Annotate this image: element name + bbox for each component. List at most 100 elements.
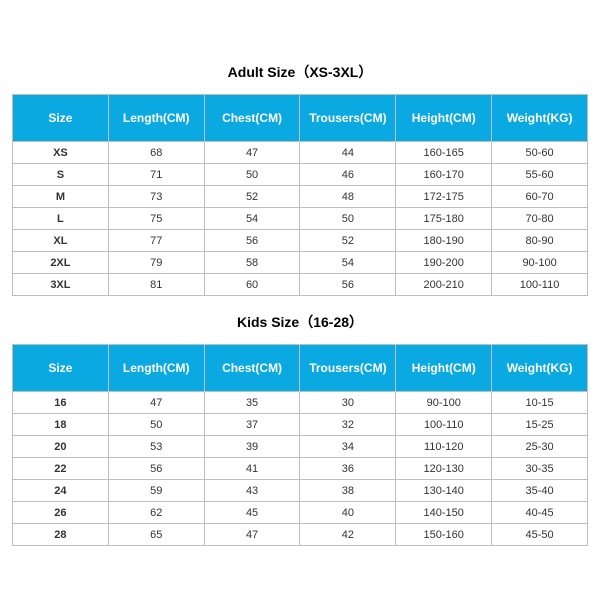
table-cell: 45 [204,502,300,524]
table-cell: 50-60 [492,142,588,164]
table-cell: 100-110 [492,274,588,296]
table-cell: 42 [300,524,396,546]
table-cell: 160-170 [396,164,492,186]
table-cell: 10-15 [492,392,588,414]
table-cell: 50 [108,414,204,436]
table-cell: 71 [108,164,204,186]
table-row: XS684744160-16550-60 [13,142,588,164]
table-cell: 15-25 [492,414,588,436]
table-cell: 172-175 [396,186,492,208]
table-cell: 59 [108,480,204,502]
col-chest: Chest(CM) [204,95,300,142]
col-height: Height(CM) [396,95,492,142]
table-cell: 65 [108,524,204,546]
table-row: 20533934110-12025-30 [13,436,588,458]
adult-header-row: Size Length(CM) Chest(CM) Trousers(CM) H… [13,95,588,142]
table-cell: 79 [108,252,204,274]
table-cell: 75 [108,208,204,230]
table-cell: 34 [300,436,396,458]
table-cell: 90-100 [492,252,588,274]
table-cell: 80-90 [492,230,588,252]
table-cell: 47 [204,142,300,164]
table-cell: 56 [300,274,396,296]
col-size: Size [13,345,109,392]
table-cell: 60-70 [492,186,588,208]
table-row: M735248172-17560-70 [13,186,588,208]
table-row: 24594338130-14035-40 [13,480,588,502]
table-cell: 36 [300,458,396,480]
table-cell: 16 [13,392,109,414]
table-cell: 40 [300,502,396,524]
table-cell: 28 [13,524,109,546]
kids-table: Size Length(CM) Chest(CM) Trousers(CM) H… [12,344,588,546]
table-cell: 18 [13,414,109,436]
table-cell: 54 [204,208,300,230]
table-row: XL775652180-19080-90 [13,230,588,252]
col-chest: Chest(CM) [204,345,300,392]
kids-header-row: Size Length(CM) Chest(CM) Trousers(CM) H… [13,345,588,392]
col-length: Length(CM) [108,95,204,142]
table-row: S715046160-17055-60 [13,164,588,186]
table-cell: L [13,208,109,230]
table-cell: 62 [108,502,204,524]
table-cell: 54 [300,252,396,274]
table-cell: 52 [204,186,300,208]
table-cell: 110-120 [396,436,492,458]
table-cell: 30 [300,392,396,414]
table-cell: 53 [108,436,204,458]
table-cell: 20 [13,436,109,458]
table-cell: XS [13,142,109,164]
table-cell: 150-160 [396,524,492,546]
table-cell: 180-190 [396,230,492,252]
table-cell: 58 [204,252,300,274]
table-row: 2XL795854190-20090-100 [13,252,588,274]
table-cell: 60 [204,274,300,296]
table-cell: 120-130 [396,458,492,480]
table-cell: 43 [204,480,300,502]
table-cell: 40-45 [492,502,588,524]
table-cell: 24 [13,480,109,502]
kids-section: Kids Size（16-28） Size Length(CM) Chest(C… [12,300,588,546]
table-cell: 140-150 [396,502,492,524]
table-cell: 56 [204,230,300,252]
table-cell: 35 [204,392,300,414]
table-cell: 25-30 [492,436,588,458]
table-cell: 45-50 [492,524,588,546]
table-cell: 30-35 [492,458,588,480]
table-cell: 48 [300,186,396,208]
col-height: Height(CM) [396,345,492,392]
table-cell: 55-60 [492,164,588,186]
table-cell: 35-40 [492,480,588,502]
table-cell: 2XL [13,252,109,274]
table-cell: 73 [108,186,204,208]
table-row: 3XL816056200-210100-110 [13,274,588,296]
table-cell: 37 [204,414,300,436]
col-trousers: Trousers(CM) [300,345,396,392]
table-row: 18503732100-11015-25 [13,414,588,436]
table-cell: 190-200 [396,252,492,274]
table-cell: 47 [204,524,300,546]
table-cell: 41 [204,458,300,480]
table-cell: 50 [300,208,396,230]
table-cell: 22 [13,458,109,480]
table-cell: 100-110 [396,414,492,436]
col-weight: Weight(KG) [492,95,588,142]
table-cell: 90-100 [396,392,492,414]
table-cell: 50 [204,164,300,186]
adult-table: Size Length(CM) Chest(CM) Trousers(CM) H… [12,94,588,296]
col-length: Length(CM) [108,345,204,392]
table-row: 26624540140-15040-45 [13,502,588,524]
table-cell: 200-210 [396,274,492,296]
table-cell: 81 [108,274,204,296]
table-cell: S [13,164,109,186]
table-cell: 3XL [13,274,109,296]
table-row: 1647353090-10010-15 [13,392,588,414]
table-cell: 39 [204,436,300,458]
kids-title: Kids Size（16-28） [12,300,588,344]
table-cell: 160-165 [396,142,492,164]
table-cell: 68 [108,142,204,164]
col-size: Size [13,95,109,142]
table-cell: 38 [300,480,396,502]
table-cell: 52 [300,230,396,252]
table-cell: XL [13,230,109,252]
